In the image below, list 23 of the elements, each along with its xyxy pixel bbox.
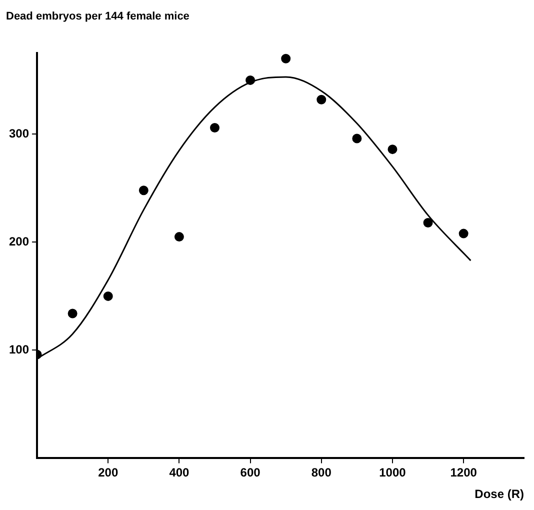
x-axis-title: Dose (R) xyxy=(474,487,524,502)
point xyxy=(281,54,291,64)
y-tick-label: 300 xyxy=(8,126,30,141)
point xyxy=(210,122,220,132)
x-tick-label: 1200 xyxy=(450,466,478,480)
y-tick-label: 200 xyxy=(8,234,30,249)
x-tick-label: 600 xyxy=(240,466,261,480)
x-tick-label: 400 xyxy=(169,466,190,480)
point xyxy=(458,228,468,238)
point xyxy=(103,291,113,301)
point xyxy=(246,75,256,85)
point xyxy=(388,144,398,154)
point xyxy=(138,186,148,196)
y-axis-title: Dead embryos per 144 female mice xyxy=(6,10,190,23)
x-tick-label: 800 xyxy=(311,466,332,480)
x-tick-label: 1000 xyxy=(379,466,406,480)
point xyxy=(174,232,184,242)
point xyxy=(423,218,433,228)
point xyxy=(352,134,362,144)
y-tick-label: 100 xyxy=(8,342,30,357)
point xyxy=(316,94,326,104)
x-tick-label: 200 xyxy=(98,466,118,480)
point xyxy=(68,308,78,318)
